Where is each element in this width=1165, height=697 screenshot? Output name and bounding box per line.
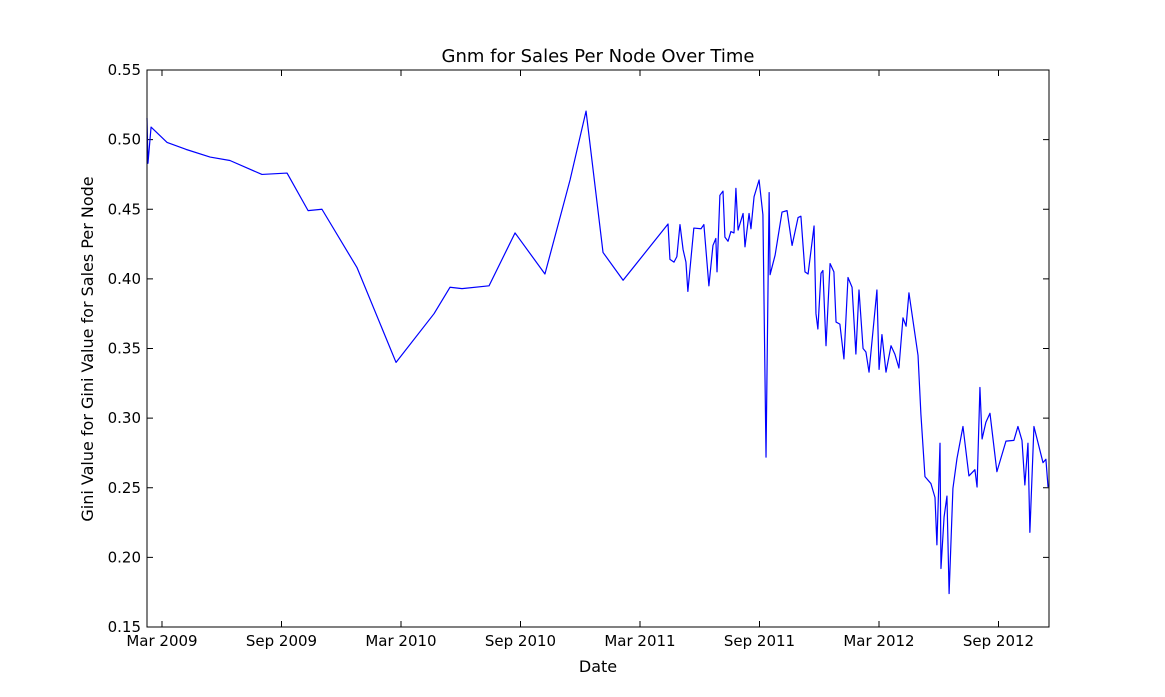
y-tick-label: 0.30: [108, 409, 141, 427]
y-tick-label: 0.45: [108, 200, 141, 218]
y-tick-label: 0.15: [108, 618, 141, 636]
x-tick-label: Sep 2011: [724, 632, 795, 650]
x-axis-label: Date: [579, 657, 617, 676]
y-tick-label: 0.55: [108, 61, 141, 79]
y-tick-label: 0.25: [108, 479, 141, 497]
data-line: [146, 110, 1049, 595]
x-tick-label: Mar 2009: [126, 632, 197, 650]
y-tick-label: 0.20: [108, 548, 141, 566]
plot-frame: [146, 69, 1050, 628]
x-tick-label: Sep 2009: [246, 632, 317, 650]
x-tick-label: Mar 2010: [365, 632, 436, 650]
y-tick-label: 0.35: [108, 340, 141, 358]
y-tick-label: 0.40: [108, 270, 141, 288]
x-tick-label: Mar 2012: [843, 632, 914, 650]
chart-title: Gnm for Sales Per Node Over Time: [442, 46, 755, 67]
y-tick-label: 0.50: [108, 131, 141, 149]
y-axis-label: Gini Value for Gini Value for Sales Per …: [78, 176, 97, 521]
x-tick-label: Sep 2010: [485, 632, 556, 650]
x-tick-label: Mar 2011: [604, 632, 675, 650]
x-tick-label: Sep 2012: [963, 632, 1034, 650]
